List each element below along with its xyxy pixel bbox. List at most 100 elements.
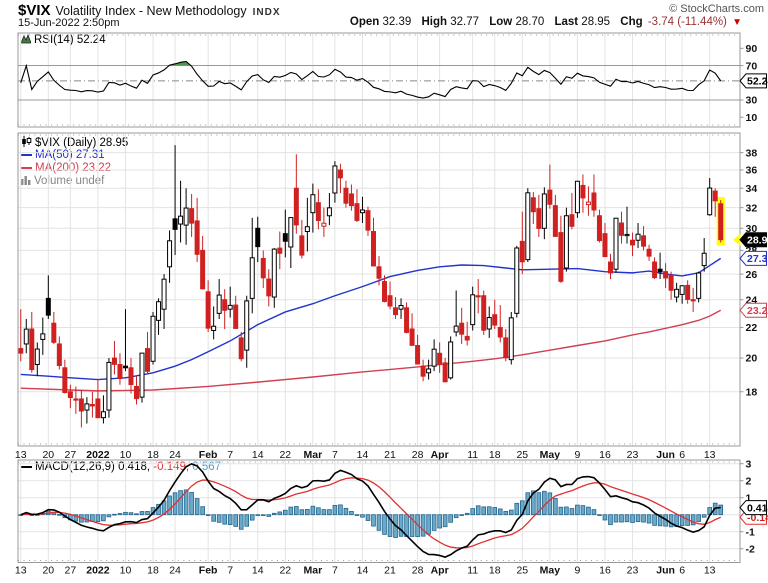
svg-text:21: 21: [384, 449, 396, 461]
svg-text:23.22: 23.22: [747, 305, 768, 317]
svg-text:26: 26: [746, 269, 758, 281]
rsi-value-tag: 52.24: [739, 73, 768, 89]
svg-text:Jun: Jun: [656, 565, 675, 577]
svg-text:7: 7: [227, 449, 233, 461]
svg-text:20: 20: [42, 565, 54, 577]
price-legend: $VIX (Daily) 28.95 MA(50) 27.31 MA(200) …: [21, 136, 128, 188]
macd-main-line: [20, 462, 721, 559]
macd-histogram: [18, 489, 724, 538]
svg-text:9: 9: [574, 565, 580, 577]
rsi-panel: [18, 33, 740, 127]
volume-bars-icon: [21, 175, 31, 189]
svg-text:52.24: 52.24: [747, 76, 768, 88]
page-title: Volatility Index - New Methodology: [55, 4, 247, 18]
chart-header: $VIX Volatility Index - New Methodology IN…: [18, 2, 281, 20]
svg-text:Feb: Feb: [199, 449, 218, 461]
macd-signal-line: [20, 477, 721, 549]
low-value: 28.70: [515, 16, 545, 28]
datetime-label: 15-Jun-2022 2:50pm: [18, 17, 120, 29]
open-label: Open: [349, 16, 380, 28]
svg-text:30: 30: [746, 95, 758, 107]
price-legend-ma50: MA(50) 27.31: [21, 149, 128, 162]
ma50-value-tag: 27.31: [739, 250, 768, 266]
copyright: © StockCharts.com: [669, 3, 764, 15]
macd-panel: [18, 460, 740, 563]
svg-text:20: 20: [42, 449, 54, 461]
svg-text:18: 18: [489, 449, 501, 461]
svg-text:13: 13: [15, 449, 27, 461]
candlestick-icon: [21, 136, 32, 151]
ma50-line: [20, 257, 722, 381]
symbol: $VIX: [18, 2, 51, 19]
rsi-line: [20, 60, 722, 99]
low-label: Low: [489, 16, 513, 28]
svg-text:16: 16: [599, 565, 611, 577]
svg-text:27: 27: [65, 449, 77, 461]
area-chart-icon: [20, 33, 32, 48]
chg-label: Chg: [620, 16, 643, 28]
svg-text:11: 11: [467, 565, 478, 577]
svg-text:18: 18: [147, 449, 159, 461]
svg-text:-2: -2: [746, 543, 755, 555]
svg-text:24: 24: [169, 449, 181, 461]
svg-text:14: 14: [357, 565, 369, 577]
svg-text:27.31: 27.31: [747, 253, 768, 265]
svg-text:May: May: [540, 449, 561, 461]
svg-text:21: 21: [384, 565, 396, 577]
svg-text:18: 18: [147, 565, 159, 577]
svg-text:34: 34: [746, 183, 758, 195]
svg-text:14: 14: [252, 565, 264, 577]
svg-text:Jun: Jun: [656, 449, 675, 461]
svg-text:6: 6: [679, 565, 685, 577]
ma200-value-tag: 23.22: [739, 302, 768, 318]
svg-text:10: 10: [120, 449, 132, 461]
high-label: High: [421, 16, 448, 28]
svg-text:28: 28: [412, 449, 424, 461]
price-panel: [18, 133, 740, 446]
rsi-legend: RSI(14) 52.24: [20, 33, 106, 48]
svg-text:28: 28: [412, 565, 424, 577]
down-triangle-icon: ▼: [732, 17, 742, 28]
svg-text:-1: -1: [746, 526, 755, 538]
svg-text:20: 20: [746, 353, 758, 365]
open-value: 32.39: [382, 16, 412, 28]
svg-text:14: 14: [252, 449, 264, 461]
chg-value: -3.74 (-11.44%): [647, 16, 727, 28]
svg-text:18: 18: [489, 565, 501, 577]
macd-line-icon: [21, 465, 32, 468]
svg-text:Apr: Apr: [431, 565, 449, 577]
svg-text:38: 38: [746, 147, 758, 159]
svg-text:25: 25: [516, 565, 528, 577]
price-legend-ma200: MA(200) 23.22: [21, 162, 128, 175]
ma50-line-icon: [21, 153, 32, 156]
last-label: Last: [554, 16, 579, 28]
svg-text:24: 24: [746, 294, 758, 306]
svg-text:2022: 2022: [86, 449, 110, 461]
svg-text:13: 13: [704, 565, 716, 577]
svg-text:2022: 2022: [86, 565, 110, 577]
svg-text:13: 13: [704, 449, 716, 461]
svg-text:7: 7: [332, 449, 338, 461]
svg-text:16: 16: [599, 449, 611, 461]
svg-text:9: 9: [574, 449, 580, 461]
candlesticks: [18, 145, 724, 428]
svg-text:23: 23: [627, 565, 639, 577]
svg-text:7: 7: [332, 565, 338, 577]
last-value: 28.95: [581, 16, 611, 28]
ma200-line-icon: [21, 166, 32, 169]
svg-text:Feb: Feb: [199, 565, 218, 577]
axes: 907030103836343230282624222018321-1-2131…: [15, 32, 768, 577]
last-price-tag: 28.95: [739, 232, 768, 248]
svg-text:Mar: Mar: [304, 449, 323, 461]
svg-text:36: 36: [746, 165, 758, 177]
ma200-line: [20, 309, 722, 392]
svg-text:14: 14: [357, 449, 369, 461]
svg-text:1: 1: [746, 492, 752, 504]
svg-text:Apr: Apr: [431, 449, 449, 461]
svg-text:22: 22: [279, 449, 291, 461]
svg-text:70: 70: [746, 60, 758, 72]
svg-text:10: 10: [120, 565, 132, 577]
svg-text:6: 6: [679, 449, 685, 461]
